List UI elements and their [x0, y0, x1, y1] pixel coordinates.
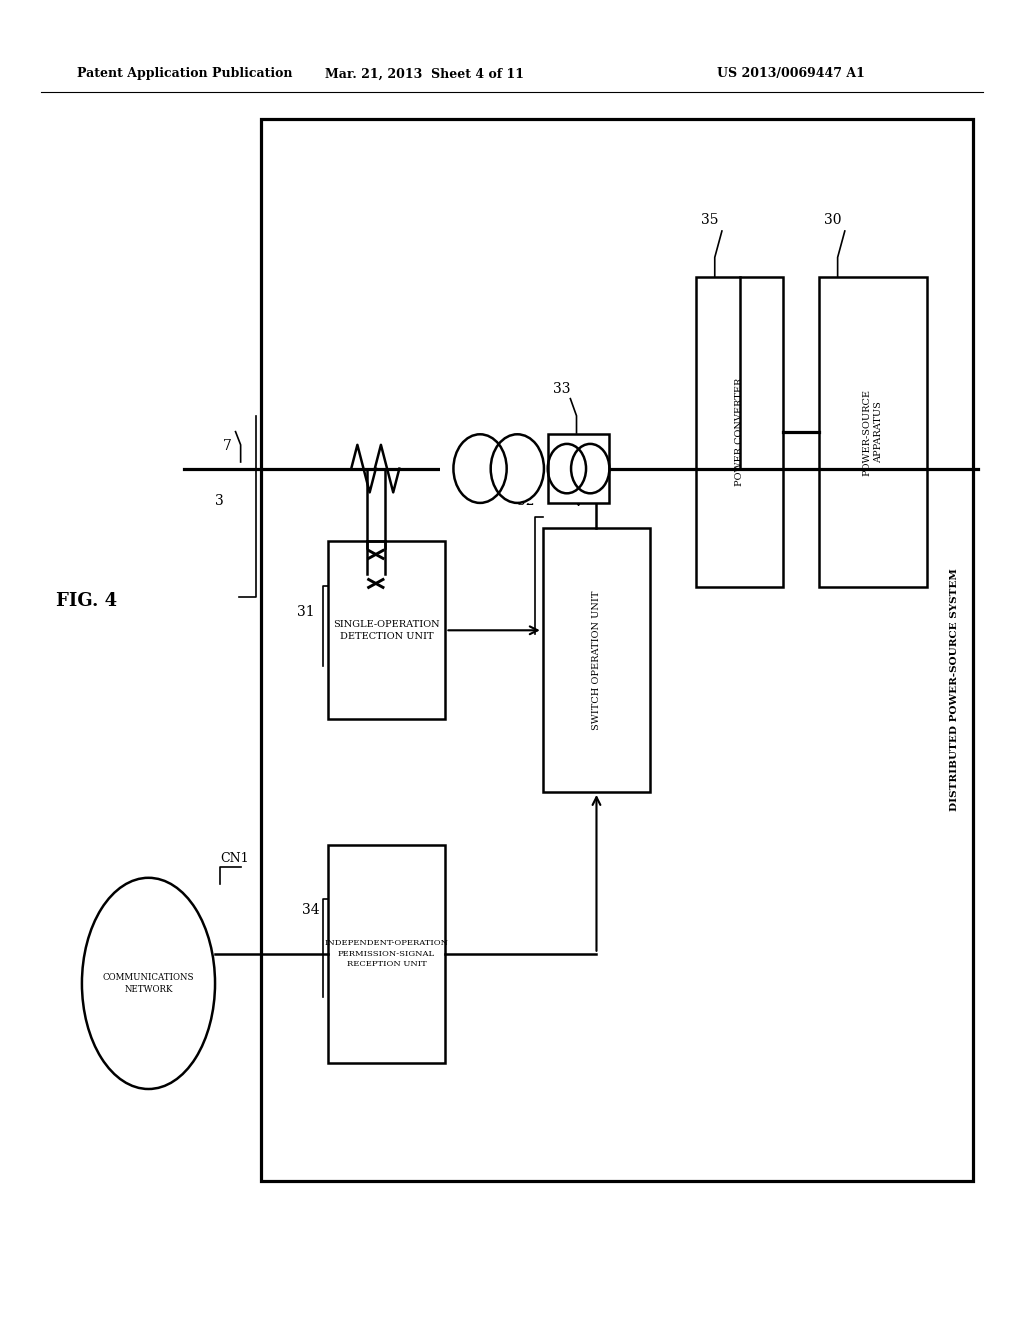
- Text: 30: 30: [824, 213, 842, 227]
- Bar: [440, 434, 557, 503]
- Text: 35: 35: [701, 213, 719, 227]
- Text: CN1: CN1: [220, 851, 249, 865]
- Text: Patent Application Publication: Patent Application Publication: [77, 67, 292, 81]
- Bar: [261, 119, 973, 1181]
- Bar: [328, 541, 445, 719]
- Text: DISTRIBUTED POWER-SOURCE SYSTEM: DISTRIBUTED POWER-SOURCE SYSTEM: [950, 569, 958, 810]
- Bar: [543, 528, 650, 792]
- Text: 31: 31: [297, 606, 314, 619]
- Bar: [328, 845, 445, 1063]
- Text: POWER CONVERTER: POWER CONVERTER: [735, 378, 744, 487]
- Text: Mar. 21, 2013  Sheet 4 of 11: Mar. 21, 2013 Sheet 4 of 11: [326, 67, 524, 81]
- Text: INDEPENDENT-OPERATION
PERMISSION-SIGNAL
RECEPTION UNIT: INDEPENDENT-OPERATION PERMISSION-SIGNAL …: [325, 940, 449, 968]
- Bar: [819, 277, 927, 587]
- Text: SWITCH OPERATION UNIT: SWITCH OPERATION UNIT: [592, 590, 601, 730]
- Text: 32: 32: [517, 494, 535, 508]
- Text: 3: 3: [215, 494, 224, 508]
- Text: SINGLE-OPERATION
DETECTION UNIT: SINGLE-OPERATION DETECTION UNIT: [333, 620, 440, 640]
- Text: FIG. 4: FIG. 4: [56, 591, 118, 610]
- Text: US 2013/0069447 A1: US 2013/0069447 A1: [718, 67, 865, 81]
- Bar: [696, 277, 783, 587]
- Text: POWER-SOURCE
APPARATUS: POWER-SOURCE APPARATUS: [862, 389, 884, 475]
- Text: 33: 33: [553, 381, 570, 396]
- Text: 34: 34: [302, 903, 319, 917]
- Text: 7: 7: [223, 438, 232, 453]
- Text: COMMUNICATIONS
NETWORK: COMMUNICATIONS NETWORK: [102, 973, 195, 994]
- Bar: [548, 434, 609, 503]
